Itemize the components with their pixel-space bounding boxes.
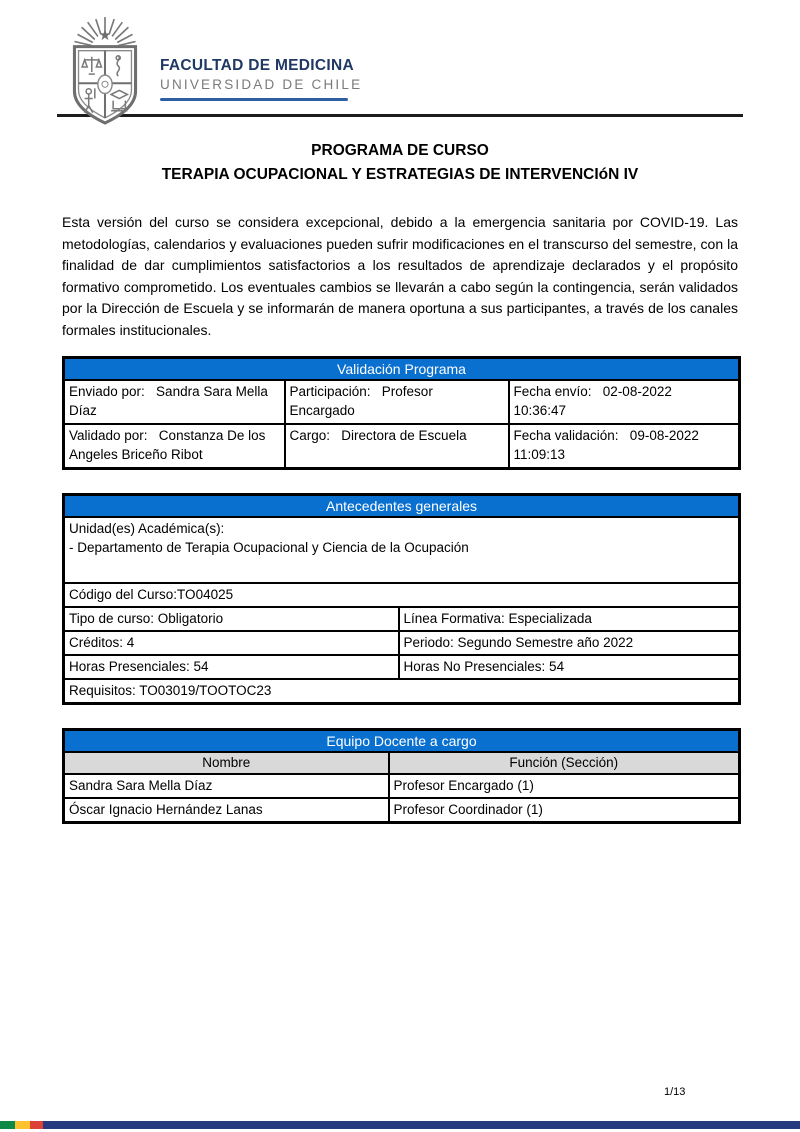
unidad-academica-cell: Unidad(es) Académica(s): - Departamento … (62, 515, 741, 584)
antecedentes-generales-table: Antecedentes generales Unidad(es) Académ… (62, 492, 741, 705)
linea-formativa-cell: Línea Formativa: Especializada (397, 605, 741, 632)
table-row: Horas Presenciales: 54 Horas No Presenci… (62, 653, 741, 680)
logo-underline (160, 98, 348, 101)
document-title: PROGRAMA DE CURSO TERAPIA OCUPACIONAL Y … (0, 139, 800, 187)
covid-disclaimer-paragraph: Esta versión del curso se considera exce… (62, 214, 738, 338)
table-column-header-row: Nombre Función (Sección) (62, 750, 741, 775)
table-row: Requisitos: TO03019/TOOTOC23 (62, 677, 741, 705)
docente-nombre-cell: Óscar Ignacio Hernández Lanas (62, 796, 390, 824)
table-row: Validado por: Constanza De los Angeles B… (62, 423, 741, 470)
title-line-2: TERAPIA OCUPACIONAL Y ESTRATEGIAS DE INT… (161, 166, 639, 184)
equipo-docente-table: Equipo Docente a cargo Nombre Función (S… (62, 727, 741, 824)
footer-bar-red-segment (30, 1121, 43, 1129)
periodo-cell: Periodo: Segundo Semestre año 2022 (397, 629, 741, 656)
table-row: Unidad(es) Académica(s): - Departamento … (62, 515, 741, 584)
table-row: Créditos: 4 Periodo: Segundo Semestre añ… (62, 629, 741, 656)
fecha-envio-cell: Fecha envío: 02-08-2022 10:36:47 (507, 379, 741, 426)
column-header-funcion: Función (Sección) (387, 750, 741, 775)
page-header: FACULTAD DE MEDICINA UNIVERSIDAD DE CHIL… (0, 0, 800, 125)
validado-por-cell: Validado por: Constanza De los Angeles B… (62, 423, 286, 470)
fecha-validacion-cell: Fecha validación: 09-08-2022 11:09:13 (507, 423, 741, 470)
horas-presenciales-cell: Horas Presenciales: 54 (62, 653, 400, 680)
validacion-programa-table: Validación Programa Enviado por: Sandra … (62, 356, 741, 470)
footer-bar-yellow-segment (15, 1121, 30, 1129)
docente-nombre-cell: Sandra Sara Mella Díaz (62, 772, 390, 799)
tipo-curso-cell: Tipo de curso: Obligatorio (62, 605, 400, 632)
codigo-curso-cell: Código del Curso:TO04025 (62, 581, 741, 608)
creditos-cell: Créditos: 4 (62, 629, 400, 656)
participacion-cell: Participación: Profesor Encargado (283, 379, 510, 426)
faculty-name: FACULTAD DE MEDICINA (160, 57, 354, 74)
equipo-table-header: Equipo Docente a cargo (62, 728, 741, 753)
antecedentes-table-header: Antecedentes generales (62, 493, 741, 518)
table-row: Sandra Sara Mella Díaz Profesor Encargad… (62, 772, 741, 799)
enviado-por-cell: Enviado por: Sandra Sara Mella Díaz (62, 379, 286, 426)
column-header-nombre: Nombre (62, 750, 390, 775)
horas-no-presenciales-cell: Horas No Presenciales: 54 (397, 653, 741, 680)
table-row: Enviado por: Sandra Sara Mella Díaz Part… (62, 379, 741, 426)
docente-funcion-cell: Profesor Coordinador (1) (387, 796, 741, 824)
table-row: Óscar Ignacio Hernández Lanas Profesor C… (62, 796, 741, 824)
footer-bar-green-segment (0, 1121, 15, 1129)
university-shield-icon (72, 17, 138, 125)
title-line-1: PROGRAMA DE CURSO (311, 142, 489, 159)
cargo-cell: Cargo: Directora de Escuela (283, 423, 510, 470)
university-name: UNIVERSIDAD DE CHILE (160, 77, 363, 92)
header-divider (57, 114, 743, 117)
footer-color-bar (0, 1121, 800, 1129)
logo-text-block: FACULTAD DE MEDICINA UNIVERSIDAD DE CHIL… (160, 57, 362, 101)
docente-funcion-cell: Profesor Encargado (1) (387, 772, 741, 799)
footer-bar-blue-segment (43, 1121, 800, 1129)
requisitos-cell: Requisitos: TO03019/TOOTOC23 (62, 677, 741, 705)
validacion-table-header: Validación Programa (62, 356, 741, 382)
table-row: Tipo de curso: Obligatorio Línea Formati… (62, 605, 741, 632)
table-row: Código del Curso:TO04025 (62, 581, 741, 608)
page-number: 1/13 (664, 1086, 686, 1098)
